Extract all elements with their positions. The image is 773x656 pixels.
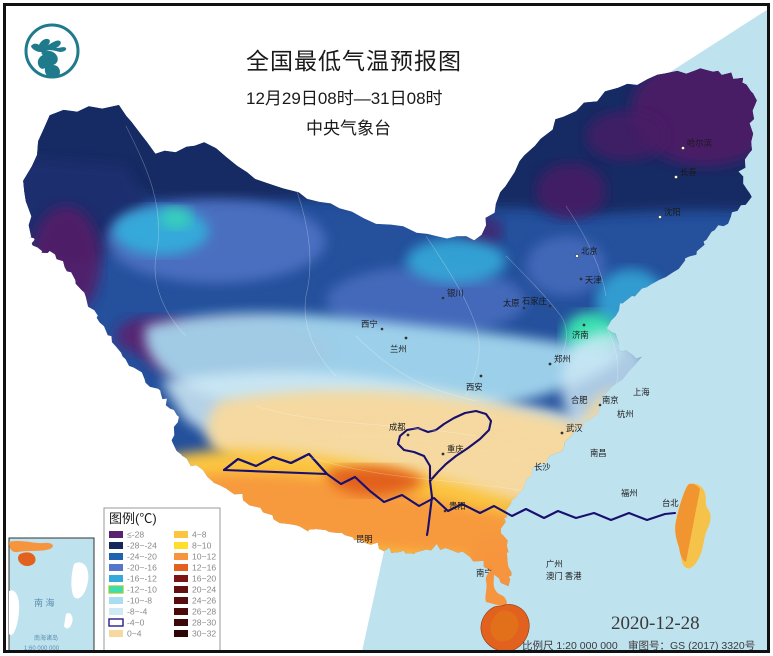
svg-text:20~24: 20~24 xyxy=(192,585,216,595)
svg-text:-8~-4: -8~-4 xyxy=(127,607,148,617)
svg-text:12月29日08时—31日08时: 12月29日08时—31日08时 xyxy=(246,89,443,108)
svg-text:8~10: 8~10 xyxy=(192,541,212,551)
svg-text:广州: 广州 xyxy=(546,559,563,569)
svg-text:-16~-12: -16~-12 xyxy=(127,574,157,584)
svg-text:福州: 福州 xyxy=(621,488,638,498)
svg-text:全国最低气温预报图: 全国最低气温预报图 xyxy=(246,48,462,74)
svg-text:中央气象台: 中央气象台 xyxy=(306,119,391,138)
svg-text:26~28: 26~28 xyxy=(192,607,216,617)
svg-text:石家庄: 石家庄 xyxy=(522,296,547,306)
svg-text:28~30: 28~30 xyxy=(192,618,216,628)
svg-text:南京: 南京 xyxy=(602,395,619,405)
svg-text:12~16: 12~16 xyxy=(192,563,216,573)
svg-text:重庆: 重庆 xyxy=(447,444,464,454)
svg-text:-12~-10: -12~-10 xyxy=(127,585,157,595)
svg-text:0~4: 0~4 xyxy=(127,629,142,639)
svg-text:沈阳: 沈阳 xyxy=(664,207,681,217)
svg-text:南 海: 南 海 xyxy=(34,597,55,608)
svg-text:上海: 上海 xyxy=(633,387,650,397)
svg-text:≤-28: ≤-28 xyxy=(127,530,144,540)
svg-text:合肥: 合肥 xyxy=(571,395,588,405)
svg-text:10~12: 10~12 xyxy=(192,552,216,562)
svg-text:哈尔滨: 哈尔滨 xyxy=(687,138,712,148)
svg-text:-28~-24: -28~-24 xyxy=(127,541,157,551)
svg-text:太原: 太原 xyxy=(503,298,520,308)
svg-text:比例尺 1:20 000 000: 比例尺 1:20 000 000 xyxy=(522,639,618,652)
svg-text:杭州: 杭州 xyxy=(617,409,634,419)
svg-text:-20~-16: -20~-16 xyxy=(127,563,157,573)
svg-text:30~32: 30~32 xyxy=(192,629,216,639)
svg-text:南昌: 南昌 xyxy=(590,448,607,458)
svg-text:银川: 银川 xyxy=(447,288,464,298)
svg-text:16~20: 16~20 xyxy=(192,574,216,584)
svg-text:-4~0: -4~0 xyxy=(127,618,145,628)
svg-text:图例(℃): 图例(℃) xyxy=(109,511,157,526)
svg-text:南海诸岛: 南海诸岛 xyxy=(34,634,58,642)
svg-text:2020-12-28: 2020-12-28 xyxy=(611,613,700,634)
svg-text:济南: 济南 xyxy=(572,330,589,340)
svg-text:兰州: 兰州 xyxy=(390,344,407,354)
svg-text:成都: 成都 xyxy=(389,422,406,432)
svg-text:天津: 天津 xyxy=(585,275,602,285)
svg-text:台北: 台北 xyxy=(662,498,679,508)
svg-text:北京: 北京 xyxy=(581,246,598,256)
svg-text:武汉: 武汉 xyxy=(566,423,583,433)
svg-text:24~26: 24~26 xyxy=(192,596,216,606)
svg-text:长沙: 长沙 xyxy=(534,462,551,472)
svg-text:贵阳: 贵阳 xyxy=(449,501,466,511)
svg-text:审图号：GS (2017) 3320号: 审图号：GS (2017) 3320号 xyxy=(628,639,755,652)
svg-text:澳门 香港: 澳门 香港 xyxy=(546,571,582,581)
svg-text:1:60 000 000: 1:60 000 000 xyxy=(24,646,60,652)
svg-text:西宁: 西宁 xyxy=(361,319,378,329)
svg-text:-10~-8: -10~-8 xyxy=(127,596,152,606)
svg-text:西安: 西安 xyxy=(466,382,483,392)
svg-text:郑州: 郑州 xyxy=(554,354,571,364)
svg-text:昆明: 昆明 xyxy=(356,534,373,544)
svg-text:4~8: 4~8 xyxy=(192,530,207,540)
svg-text:-24~-20: -24~-20 xyxy=(127,552,157,562)
svg-text:长春: 长春 xyxy=(680,167,697,177)
